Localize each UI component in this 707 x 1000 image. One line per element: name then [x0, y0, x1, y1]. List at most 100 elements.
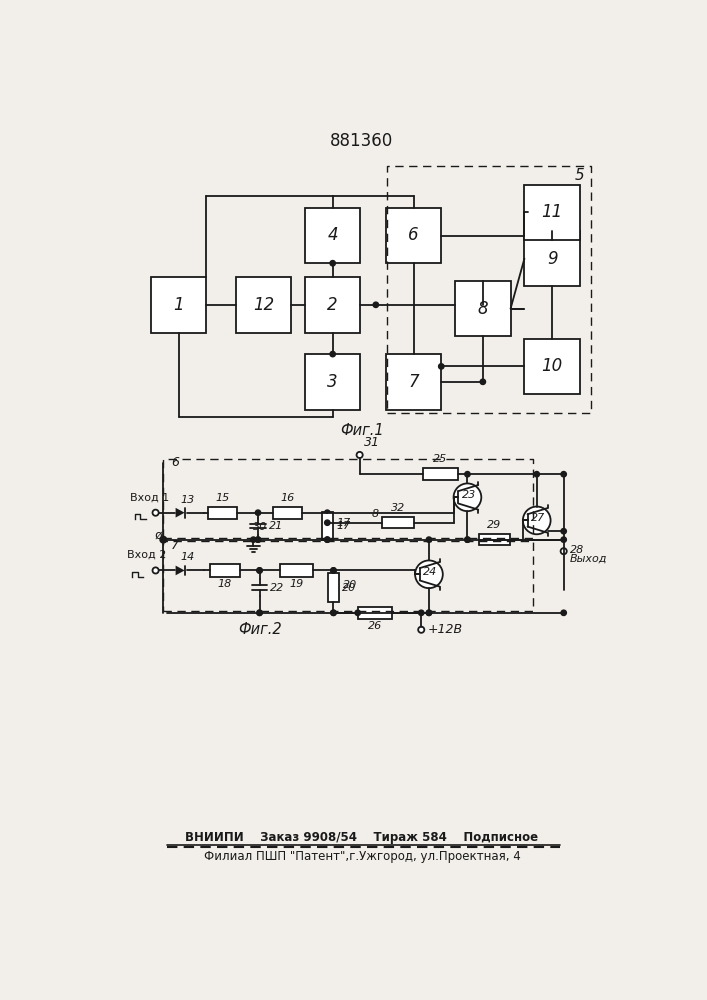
Text: 20: 20 — [343, 580, 357, 590]
Circle shape — [325, 510, 330, 515]
Circle shape — [426, 610, 432, 615]
Text: Фиг.2: Фиг.2 — [238, 622, 281, 637]
Text: 13: 13 — [180, 495, 194, 505]
Text: 18: 18 — [218, 579, 232, 589]
Text: 15: 15 — [216, 493, 230, 503]
Text: 23: 23 — [462, 490, 476, 500]
Text: 881360: 881360 — [330, 132, 394, 150]
Circle shape — [331, 610, 336, 615]
Circle shape — [373, 302, 378, 307]
Bar — [479, 534, 510, 545]
Circle shape — [464, 537, 470, 542]
Circle shape — [160, 537, 166, 543]
Circle shape — [255, 537, 261, 542]
Circle shape — [534, 472, 539, 477]
Circle shape — [426, 610, 432, 615]
Text: 21: 21 — [269, 521, 283, 531]
Circle shape — [325, 537, 330, 542]
Text: 7: 7 — [171, 539, 179, 552]
Circle shape — [464, 537, 470, 542]
Text: 29: 29 — [487, 520, 501, 530]
Text: 20: 20 — [342, 583, 356, 593]
Bar — [281, 564, 312, 577]
Text: 25: 25 — [433, 454, 448, 464]
Circle shape — [419, 610, 424, 615]
Circle shape — [523, 507, 551, 534]
Circle shape — [160, 537, 166, 542]
Bar — [235, 277, 291, 333]
Circle shape — [356, 452, 363, 458]
Circle shape — [325, 537, 330, 542]
Circle shape — [257, 610, 262, 615]
Text: 16: 16 — [280, 493, 294, 503]
Text: 14: 14 — [180, 552, 194, 562]
Bar — [273, 507, 302, 519]
Bar — [305, 277, 361, 333]
Text: 9: 9 — [547, 250, 557, 268]
Text: 3: 3 — [327, 373, 338, 391]
Circle shape — [561, 548, 567, 554]
Circle shape — [480, 379, 486, 384]
Text: Вход 2: Вход 2 — [127, 550, 166, 560]
Text: Вход 1: Вход 1 — [130, 492, 170, 502]
Text: 22: 22 — [270, 583, 285, 593]
Text: 24: 24 — [423, 567, 438, 577]
Circle shape — [255, 510, 261, 515]
Bar — [358, 607, 392, 619]
Circle shape — [355, 610, 361, 615]
Circle shape — [325, 520, 330, 525]
Text: 11: 11 — [542, 203, 563, 221]
Circle shape — [251, 537, 256, 542]
Text: Фиг.1: Фиг.1 — [340, 423, 384, 438]
Text: 4: 4 — [327, 227, 338, 244]
Bar — [525, 231, 580, 286]
Circle shape — [418, 627, 424, 633]
Text: 17: 17 — [337, 518, 351, 528]
Text: Выход: Выход — [570, 554, 607, 564]
Text: 32: 32 — [391, 503, 405, 513]
Bar — [423, 468, 458, 480]
Text: 2: 2 — [327, 296, 338, 314]
Circle shape — [255, 537, 261, 542]
Circle shape — [561, 537, 566, 542]
Text: 1: 1 — [173, 296, 184, 314]
Circle shape — [331, 610, 336, 615]
Circle shape — [426, 537, 432, 542]
Text: 6: 6 — [171, 456, 179, 470]
Text: Филиал ПШП "Патент",г.Ужгород, ул.Проектная, 4: Филиал ПШП "Патент",г.Ужгород, ул.Проект… — [204, 850, 520, 863]
Bar — [455, 281, 510, 336]
Text: 28: 28 — [570, 545, 584, 555]
Circle shape — [561, 528, 566, 534]
Circle shape — [330, 351, 335, 357]
Text: 8: 8 — [371, 509, 378, 519]
Bar — [208, 507, 238, 519]
Circle shape — [153, 567, 158, 574]
Bar — [525, 339, 580, 394]
Text: 26: 26 — [368, 621, 382, 631]
Text: 31: 31 — [363, 436, 380, 449]
Circle shape — [257, 610, 262, 615]
Text: 27: 27 — [531, 513, 545, 523]
Bar — [327, 573, 339, 602]
Circle shape — [415, 560, 443, 588]
Polygon shape — [175, 566, 185, 575]
Bar — [382, 517, 414, 528]
Text: ВНИИПИ    Заказ 9908/54    Тираж 584    Подписное: ВНИИПИ Заказ 9908/54 Тираж 584 Подписное — [185, 831, 539, 844]
Text: 7: 7 — [408, 373, 419, 391]
Text: 12: 12 — [253, 296, 274, 314]
Text: 6: 6 — [408, 227, 419, 244]
Polygon shape — [175, 508, 185, 518]
Circle shape — [153, 510, 158, 516]
Bar — [386, 208, 441, 263]
Circle shape — [454, 483, 481, 511]
Bar — [151, 277, 206, 333]
Circle shape — [561, 610, 566, 615]
Text: 5: 5 — [575, 168, 585, 183]
Text: 17: 17 — [336, 521, 351, 531]
Bar — [210, 564, 240, 577]
Bar — [305, 354, 361, 410]
Bar — [322, 512, 333, 540]
Bar — [305, 208, 361, 263]
Text: ø: ø — [154, 528, 162, 541]
Circle shape — [331, 568, 336, 573]
